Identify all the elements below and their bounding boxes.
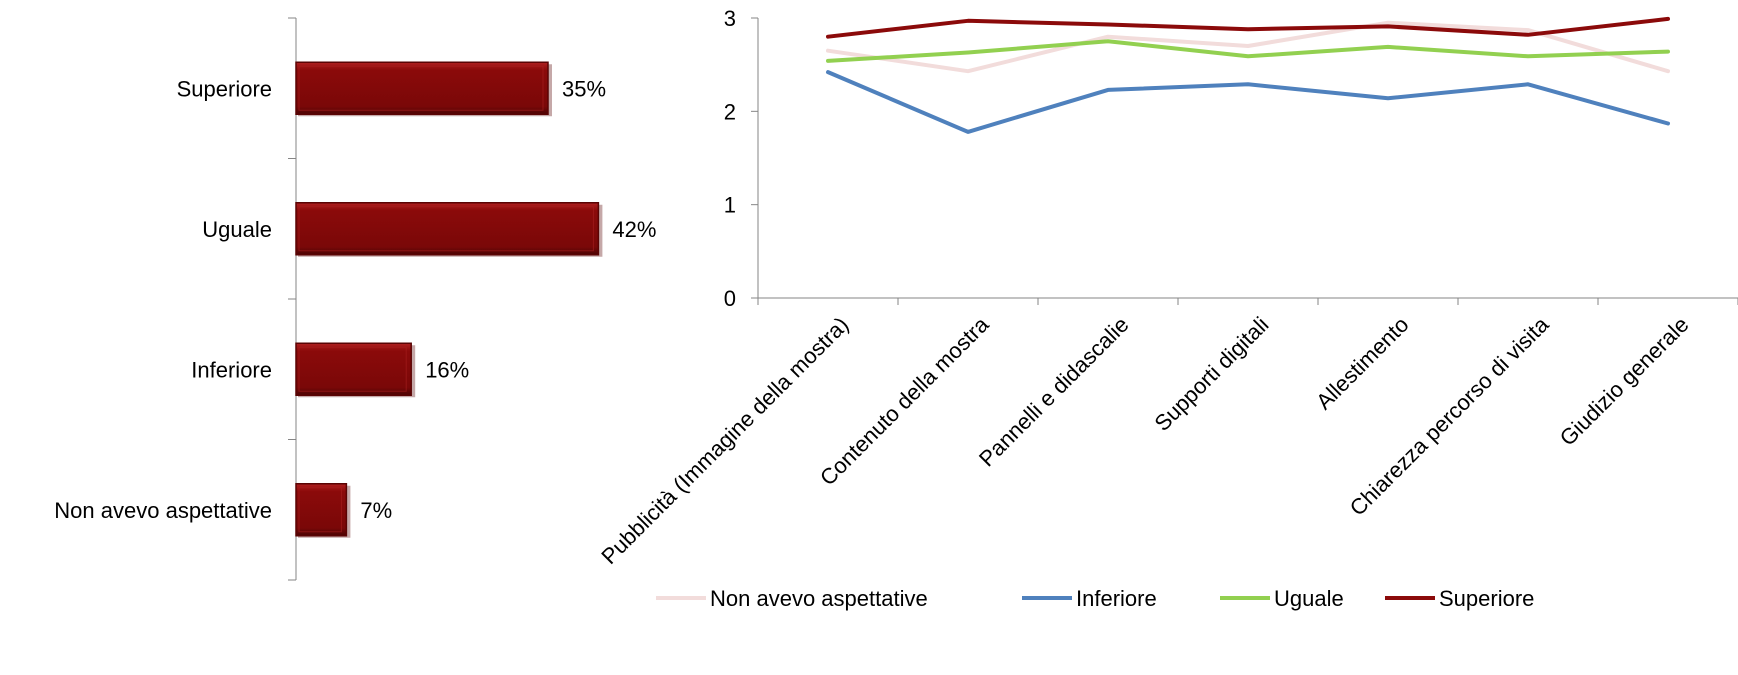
bar-category-label: Superiore (177, 76, 272, 101)
x-category-label: Supporti digitali (1149, 312, 1273, 436)
x-category-label: Allestimento (1311, 312, 1413, 414)
legend-label: Inferiore (1076, 586, 1157, 611)
legend-label: Uguale (1274, 586, 1344, 611)
legend-label: Non avevo aspettative (710, 586, 928, 611)
x-category-label: Pubblicità (Immagine della mostra) (596, 312, 853, 569)
bar-value-label: 35% (562, 76, 606, 101)
x-category-label: Giudizio generale (1555, 312, 1694, 451)
series-line (826, 70, 1670, 134)
y-tick-label: 3 (724, 6, 736, 31)
bar (295, 202, 600, 256)
bar-category-label: Inferiore (191, 357, 272, 382)
legend-entry: Non avevo aspettative (656, 586, 928, 611)
legend-entry: Uguale (1220, 586, 1344, 611)
bar (295, 61, 549, 115)
bar-bevel (298, 487, 342, 533)
series-line (826, 39, 1670, 63)
bar-value-label: 42% (612, 217, 656, 242)
bar-bevel (298, 206, 594, 252)
bar-bevel (298, 65, 544, 111)
bar-category-label: Uguale (202, 217, 272, 242)
legend-label: Superiore (1439, 586, 1534, 611)
legend-entry: Inferiore (1022, 586, 1157, 611)
bar-category-label: Non avevo aspettative (54, 498, 272, 523)
series-line (826, 20, 1670, 74)
bar-bevel (298, 346, 407, 392)
bar (295, 342, 412, 396)
y-tick-label: 0 (724, 286, 736, 311)
y-tick-label: 1 (724, 193, 736, 218)
y-tick-label: 2 (724, 99, 736, 124)
bar-value-label: 7% (360, 498, 392, 523)
bar (295, 483, 348, 537)
bar-value-label: 16% (425, 357, 469, 382)
legend-entry: Superiore (1385, 586, 1534, 611)
x-category-label: Pannelli e didascalie (974, 312, 1134, 472)
bar-chart: Superiore 35% Uguale 42% Inferiore 16% Non ave… (54, 17, 656, 581)
series-line (826, 16, 1670, 39)
